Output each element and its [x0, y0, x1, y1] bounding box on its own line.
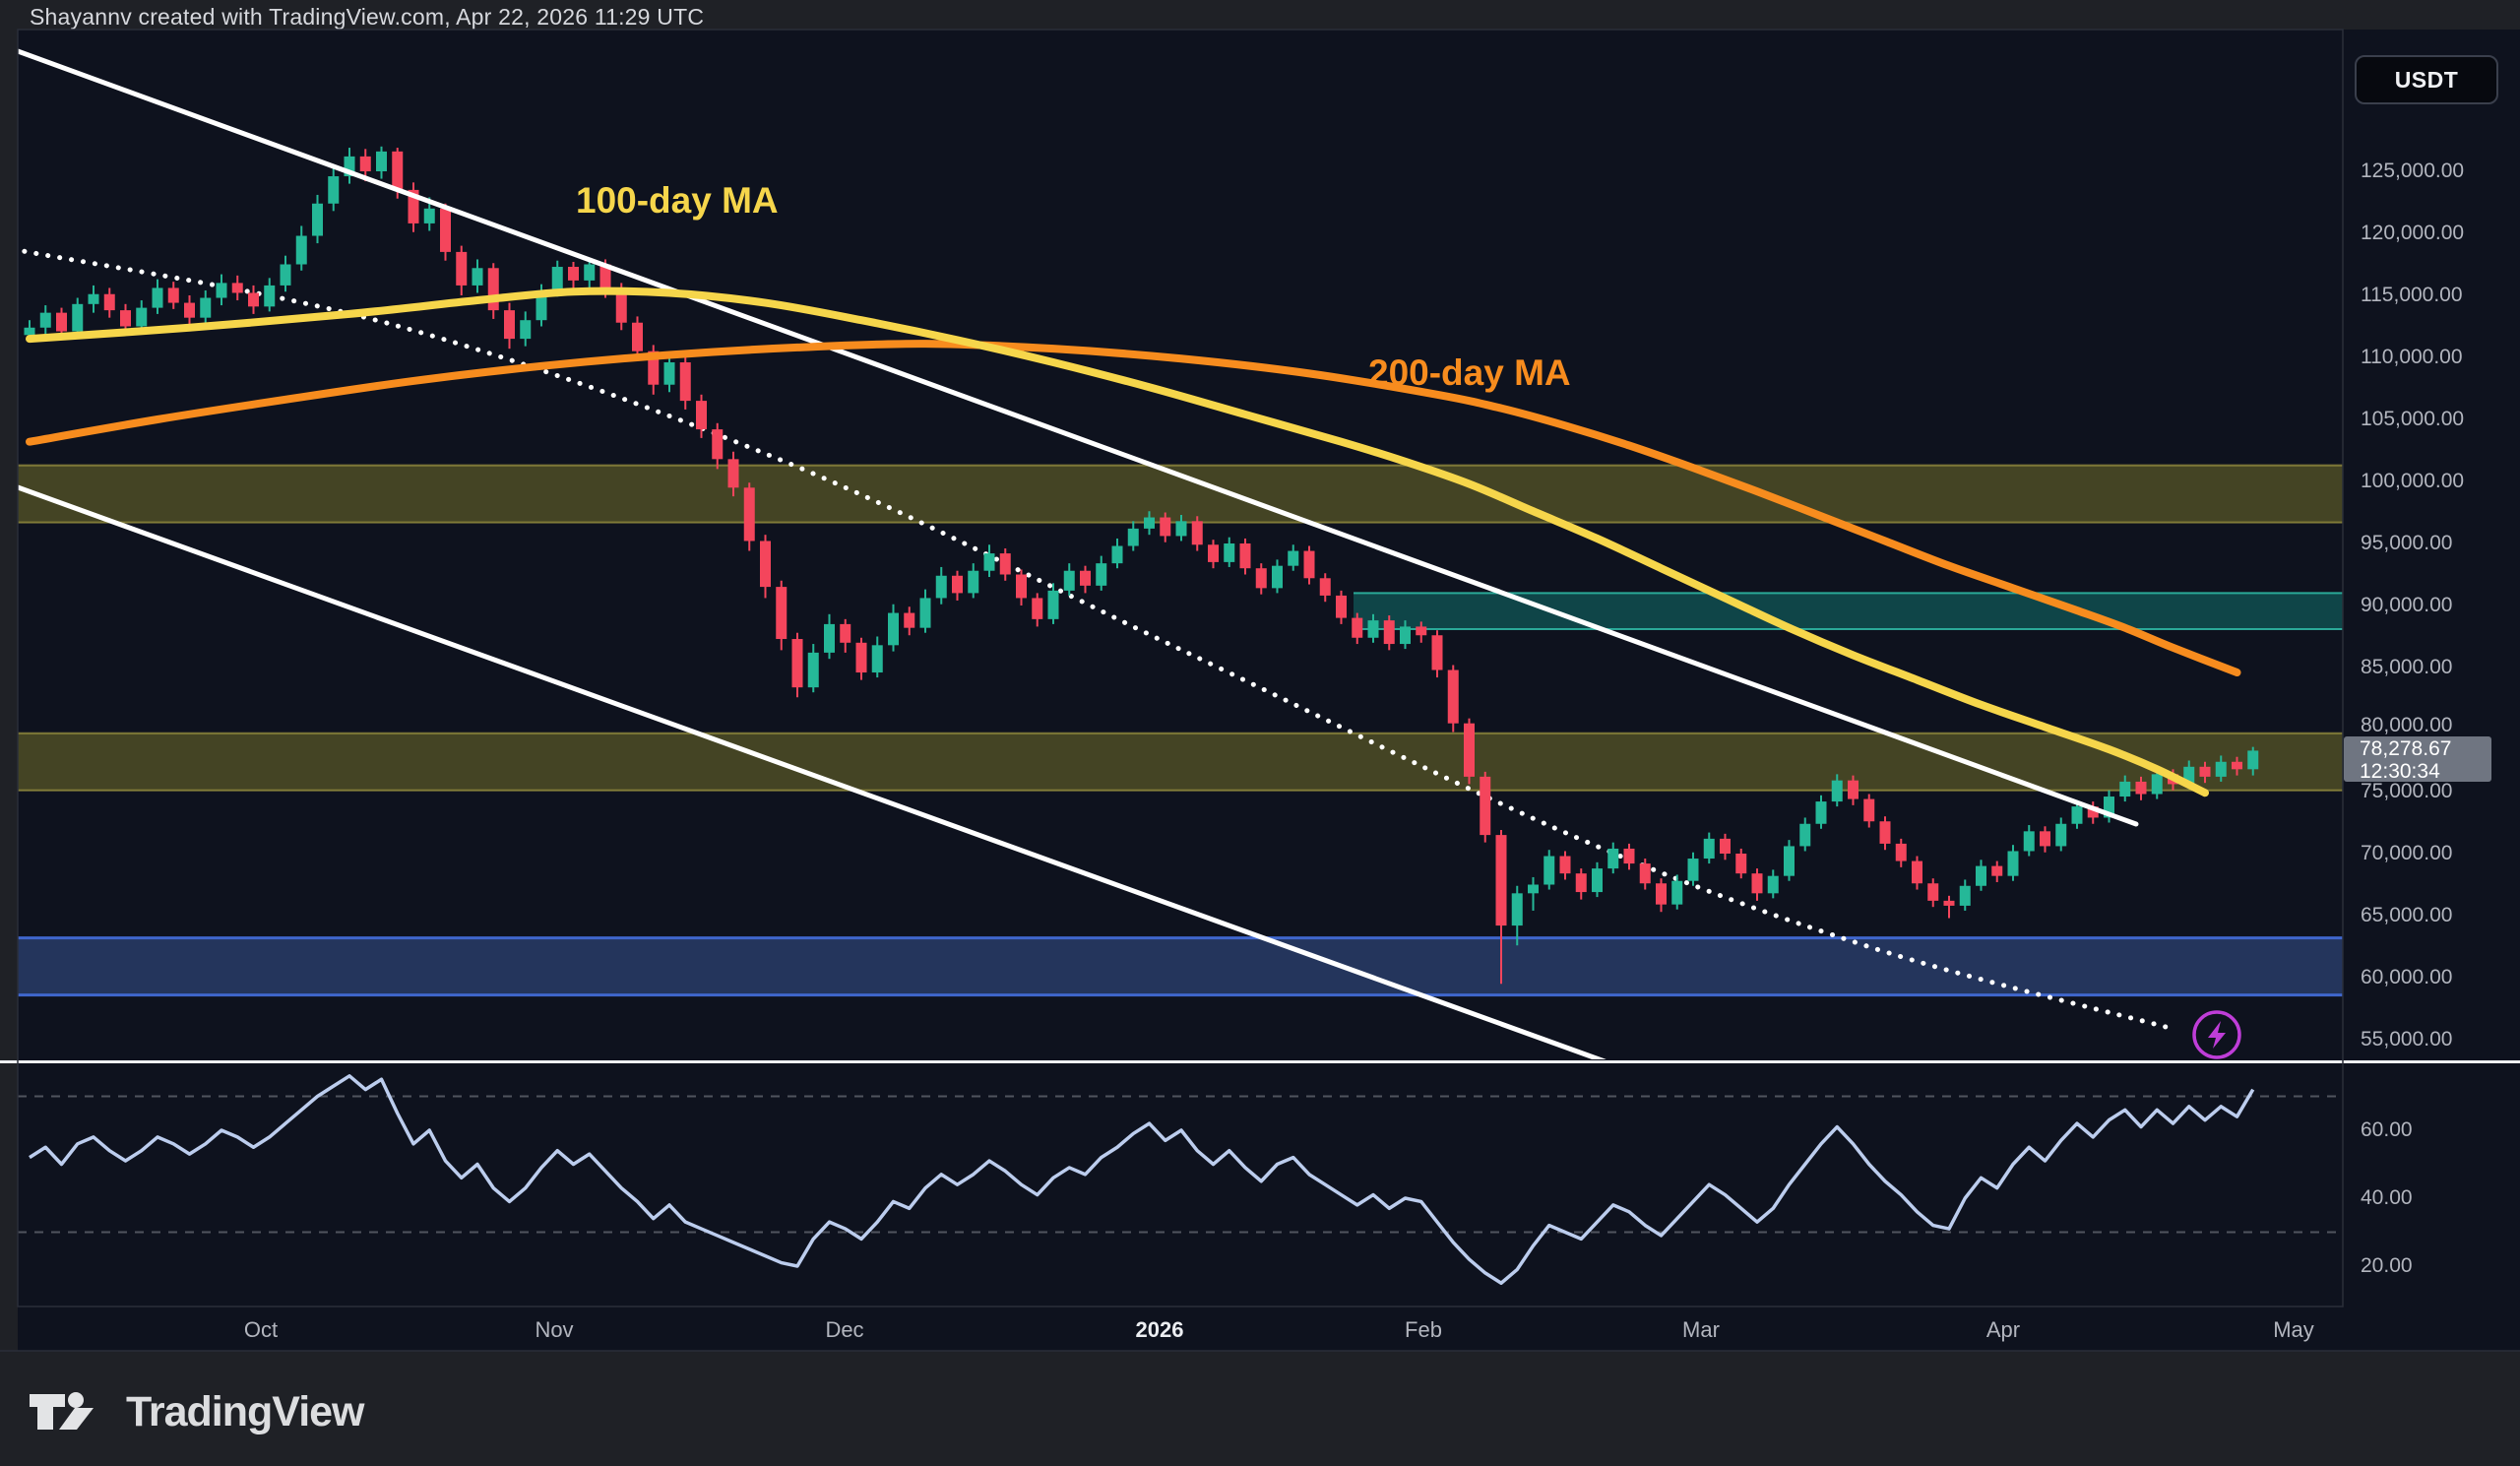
- ma100-line: [26, 287, 2209, 797]
- upper-channel-trendline: [18, 48, 2139, 827]
- price-tick-label: 60,000.00: [2361, 966, 2453, 988]
- time-tick-label: Oct: [243, 1317, 279, 1342]
- price-tick-label: 65,000.00: [2361, 904, 2453, 926]
- time-tick-label: Feb: [1405, 1317, 1442, 1342]
- last-price-value: 78,278.67: [2360, 737, 2452, 760]
- price-tick-label: 105,000.00: [2361, 408, 2465, 430]
- price-zones: [18, 464, 2343, 997]
- ma200-annotation-label: 200-day MA: [1368, 352, 1571, 393]
- candlesticks: [24, 146, 2259, 985]
- price-tick-label: 55,000.00: [2361, 1028, 2453, 1051]
- bar-countdown: 12:30:34: [2360, 760, 2440, 783]
- tradingview-logo-text: TradingView: [126, 1387, 364, 1435]
- time-tick-label: Apr: [1985, 1317, 2021, 1342]
- time-tick-label: Mar: [1682, 1317, 1720, 1342]
- price-tick-label: 95,000.00: [2361, 532, 2453, 554]
- price-tick-label: 70,000.00: [2361, 842, 2453, 864]
- ma200-line: [26, 340, 2241, 677]
- lower-channel-trendline: [18, 484, 1606, 1059]
- plot-border: [17, 29, 2344, 1307]
- pane-separator: [0, 1060, 2520, 1063]
- flash-marker-icon: [2192, 1010, 2241, 1059]
- price-tick-label: 75,000.00: [2361, 780, 2453, 802]
- price-tick-label: 115,000.00: [2361, 284, 2463, 306]
- time-tick-label: 2026: [1135, 1317, 1184, 1342]
- tradingview-logo-icon: [30, 1392, 94, 1430]
- dotted-trendline: [18, 247, 2169, 1030]
- time-tick-label: May: [2273, 1317, 2314, 1342]
- rsi-tick-label: 40.00: [2361, 1186, 2413, 1209]
- left-gutter: [0, 30, 18, 1351]
- price-tick-label: 80,000.00: [2361, 714, 2453, 736]
- time-tick-label: Dec: [825, 1317, 864, 1342]
- last-price-badge: 78,278.67 12:30:34: [2344, 736, 2491, 783]
- rsi-line: [29, 1074, 2255, 1285]
- tradingview-logo[interactable]: TradingView: [28, 1386, 364, 1437]
- price-tick-label: 120,000.00: [2361, 222, 2465, 244]
- chart-pane-background: [18, 30, 2520, 1351]
- quote-currency-button[interactable]: USDT: [2355, 55, 2498, 104]
- price-tick-label: 85,000.00: [2361, 656, 2453, 678]
- ma100-annotation-label: 100-day MA: [576, 180, 779, 221]
- price-tick-label: 90,000.00: [2361, 594, 2453, 616]
- price-tick-label: 100,000.00: [2361, 470, 2465, 492]
- attribution-text: Shayannv created with TradingView.com, A…: [30, 4, 705, 30]
- rsi-tick-label: 20.00: [2361, 1254, 2413, 1277]
- price-tick-label: 110,000.00: [2361, 346, 2463, 368]
- rsi-tick-label: 60.00: [2361, 1118, 2413, 1141]
- price-tick-label: 125,000.00: [2361, 159, 2465, 182]
- time-tick-label: Nov: [535, 1317, 574, 1342]
